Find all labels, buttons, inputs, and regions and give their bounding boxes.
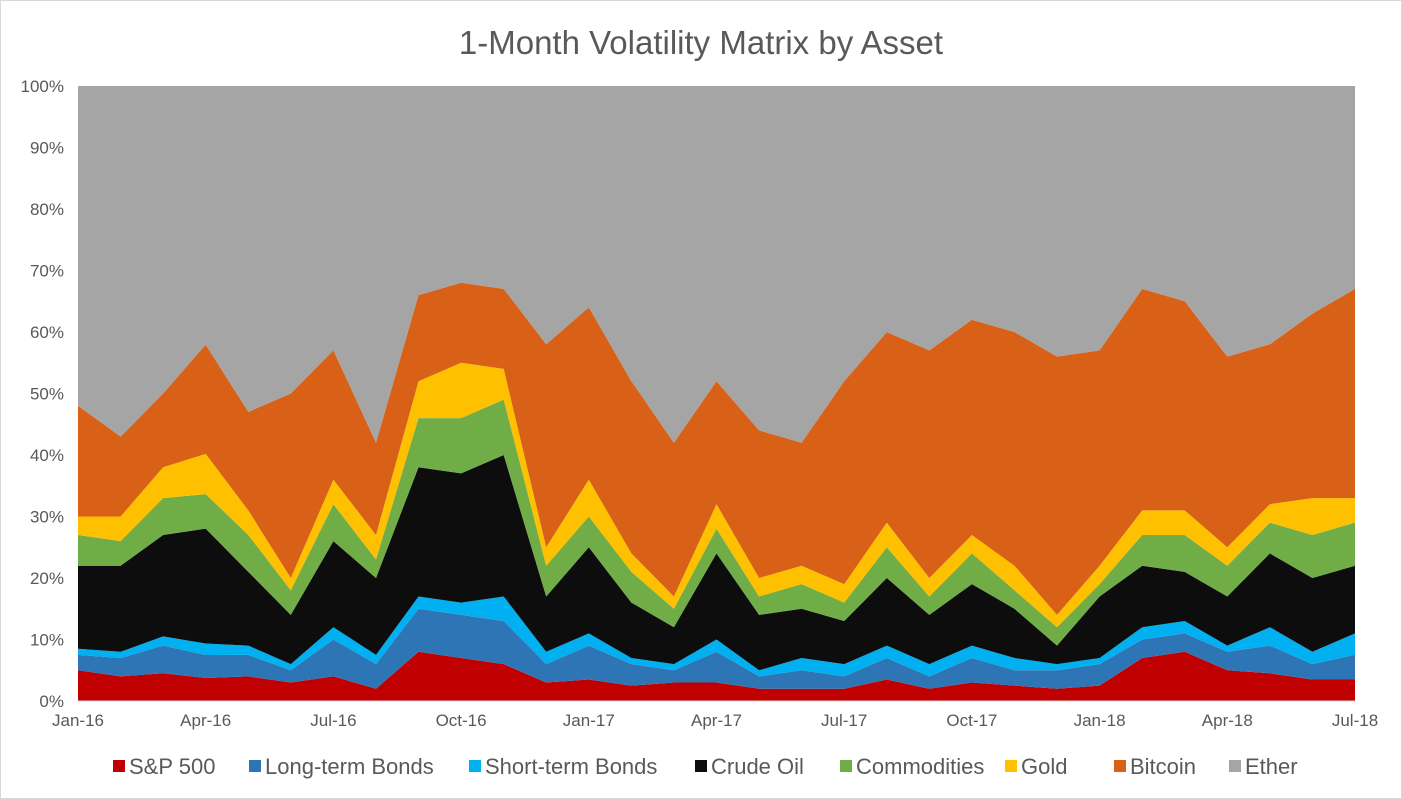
x-tick-label: Oct-16 xyxy=(436,711,487,730)
legend-label: S&P 500 xyxy=(129,754,215,779)
area-bitcoin xyxy=(78,282,1355,615)
legend-swatch xyxy=(1005,760,1017,772)
legend-label: Short-term Bonds xyxy=(485,754,657,779)
x-tick-label: Jul-16 xyxy=(310,711,356,730)
legend-swatch xyxy=(113,760,125,772)
y-tick-label: 0% xyxy=(39,692,64,711)
legend-item-short-term-bonds: Short-term Bonds xyxy=(469,754,657,779)
legend-item-ether: Ether xyxy=(1229,754,1298,779)
y-tick-label: 40% xyxy=(30,446,64,465)
x-tick-label: Apr-17 xyxy=(691,711,742,730)
x-tick-label: Jan-17 xyxy=(563,711,615,730)
legend-swatch xyxy=(695,760,707,772)
y-tick-label: 10% xyxy=(30,631,64,650)
y-tick-label: 50% xyxy=(30,385,64,404)
legend: S&P 500 Long-term Bonds Short-term Bonds Cr… xyxy=(113,754,1298,779)
legend-label: Crude Oil xyxy=(711,754,804,779)
area-gold xyxy=(78,362,1355,628)
x-tick-label: Jan-16 xyxy=(52,711,104,730)
area-s-p-500 xyxy=(78,651,1355,701)
area-long-term-bonds xyxy=(78,608,1355,689)
y-tick-label: 60% xyxy=(30,323,64,342)
x-tick-label: Apr-18 xyxy=(1202,711,1253,730)
area-commodities xyxy=(78,399,1355,646)
legend-swatch xyxy=(249,760,261,772)
legend-item-s-p-500: S&P 500 xyxy=(113,754,215,779)
y-tick-label: 20% xyxy=(30,569,64,588)
legend-swatch xyxy=(469,760,481,772)
legend-item-gold: Gold xyxy=(1005,754,1067,779)
y-tick-label: 80% xyxy=(30,200,64,219)
y-tick-label: 100% xyxy=(21,77,64,96)
x-tick-label: Jul-17 xyxy=(821,711,867,730)
x-tick-label: Oct-17 xyxy=(946,711,997,730)
x-tick-label: Jul-18 xyxy=(1332,711,1378,730)
legend-label: Bitcoin xyxy=(1130,754,1196,779)
y-axis: 0% 10% 20% 30% 40% 50% 60% 70% 80% 90% 100% xyxy=(21,77,64,711)
legend-item-commodities: Commodities xyxy=(840,754,984,779)
legend-label: Ether xyxy=(1245,754,1298,779)
legend-item-long-term-bonds: Long-term Bonds xyxy=(249,754,434,779)
legend-label: Gold xyxy=(1021,754,1067,779)
x-tick-label: Jan-18 xyxy=(1074,711,1126,730)
y-tick-label: 90% xyxy=(30,139,64,158)
chart-title: 1-Month Volatility Matrix by Asset xyxy=(459,24,943,61)
legend-item-bitcoin: Bitcoin xyxy=(1114,754,1196,779)
legend-swatch xyxy=(1229,760,1241,772)
x-axis: Jan-16 Apr-16 Jul-16 Oct-16 Jan-17 Apr-17 Jul-… xyxy=(52,711,1378,730)
x-tick-label: Apr-16 xyxy=(180,711,231,730)
area-short-term-bonds xyxy=(78,596,1355,677)
area-ether xyxy=(78,86,1355,443)
legend-label: Commodities xyxy=(856,754,984,779)
y-tick-label: 70% xyxy=(30,262,64,281)
legend-item-crude-oil: Crude Oil xyxy=(695,754,804,779)
y-tick-label: 30% xyxy=(30,508,64,527)
plot-areas xyxy=(78,86,1355,701)
area-crude-oil xyxy=(78,455,1355,671)
legend-label: Long-term Bonds xyxy=(265,754,434,779)
legend-swatch xyxy=(840,760,852,772)
legend-swatch xyxy=(1114,760,1126,772)
